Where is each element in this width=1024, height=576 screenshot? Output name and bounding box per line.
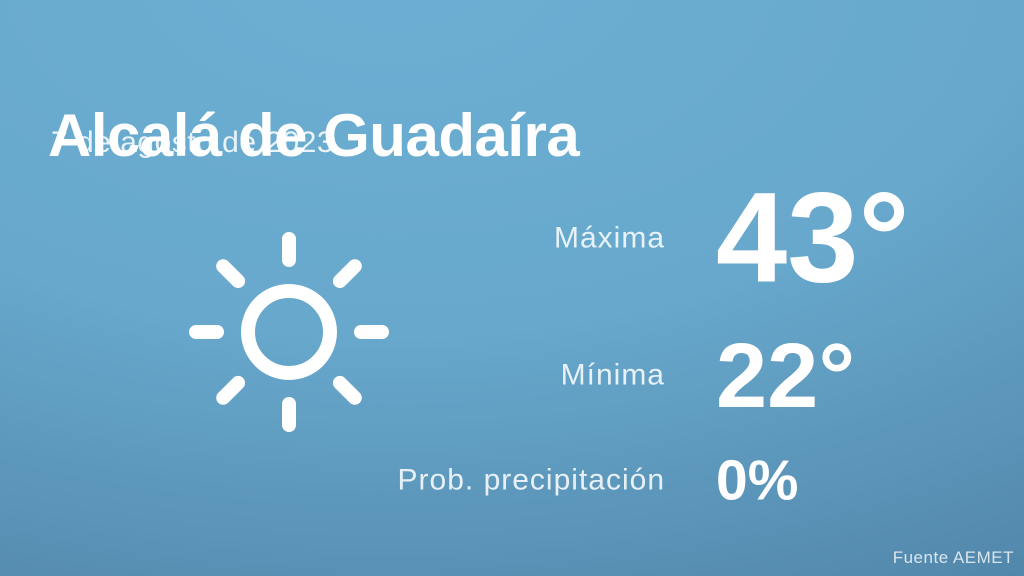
date-subtitle: 7 de agosto de 2023 (51, 126, 335, 159)
min-temp-label: Mínima (560, 358, 665, 392)
precipitation-label: Prob. precipitación (397, 463, 665, 497)
max-temp-value: 43° (716, 166, 910, 310)
sun-icon (179, 222, 399, 442)
page-title: Alcalá de Guadaíra (48, 102, 580, 170)
max-temp-label: Máxima (553, 221, 665, 255)
min-temp-value: 22° (716, 324, 856, 427)
precipitation-value: 0% (716, 448, 799, 513)
source-credit: Fuente AEMET (892, 548, 1014, 567)
